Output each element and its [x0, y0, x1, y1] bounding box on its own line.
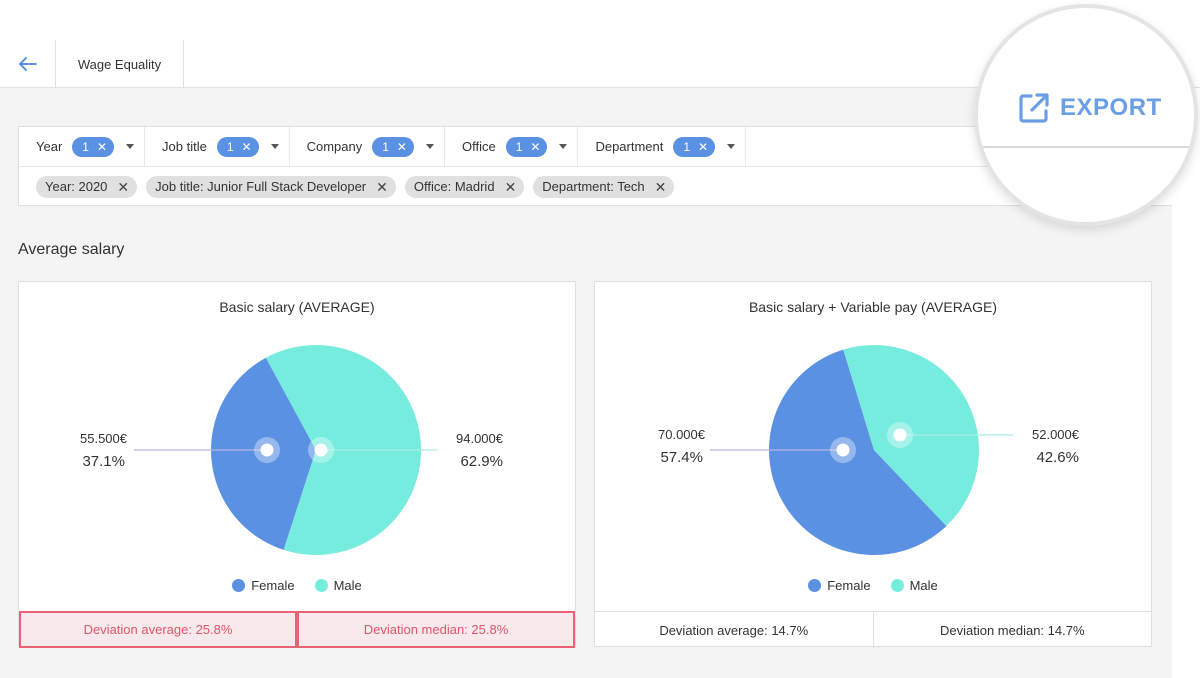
- chevron-down-icon[interactable]: [425, 144, 434, 149]
- deviation-average: Deviation average: 14.7%: [659, 622, 809, 638]
- marker-dot-female[interactable]: [836, 443, 850, 457]
- deviation-average: Deviation average: 25.8%: [19, 611, 297, 648]
- filter-chip: Department: Tech ✕: [533, 175, 675, 198]
- active-filter-chips: Year: 2020 ✕ Job title: Junior Full Stack…: [19, 167, 1172, 206]
- filter-count: 1: [82, 139, 89, 154]
- close-icon[interactable]: ✕: [96, 139, 108, 154]
- legend-dot: [314, 579, 328, 592]
- filter-chip: Job title: Junior Full Stack Developer ✕: [146, 175, 396, 198]
- chevron-down-icon[interactable]: [126, 144, 135, 149]
- female-percent-label: 37.1%: [82, 453, 125, 470]
- chip-label: Office: Madrid: [413, 179, 495, 194]
- female-percent-label: 57.4%: [660, 449, 703, 466]
- filter-count: 1: [515, 139, 523, 154]
- legend-label: Male: [333, 578, 362, 593]
- marker-dot-male[interactable]: [314, 443, 328, 457]
- export-button[interactable]: EXPORT: [1018, 92, 1162, 124]
- legend-item-male[interactable]: Male: [314, 578, 362, 593]
- filter-chip: Year: 2020 ✕: [36, 175, 138, 198]
- filter-label: Department: [595, 139, 664, 154]
- export-label: EXPORT: [1060, 94, 1162, 121]
- chart-title: Basic salary (AVERAGE): [219, 299, 375, 315]
- arrow-left-icon: [18, 57, 37, 71]
- legend-item-female[interactable]: Female: [808, 578, 871, 593]
- close-icon[interactable]: ✕: [530, 139, 541, 154]
- pie-chart: [710, 345, 1013, 555]
- legend-item-male[interactable]: Male: [890, 578, 938, 593]
- filter-row: Year 1 ✕ Job title 1 ✕ Company 1 ✕ Office 1…: [19, 126, 1172, 167]
- chip-label: Job title: Junior Full Stack Developer: [155, 179, 367, 194]
- filter-label: Office: [461, 139, 496, 154]
- close-icon[interactable]: ✕: [504, 178, 517, 195]
- close-icon[interactable]: ✕: [396, 139, 407, 154]
- filter-count: 1: [683, 139, 691, 154]
- filter-count-badge[interactable]: 1 ✕: [216, 136, 259, 157]
- close-icon[interactable]: ✕: [376, 178, 388, 195]
- close-icon[interactable]: ✕: [654, 178, 667, 195]
- tab-wage-equality[interactable]: Wage Equality: [56, 40, 184, 88]
- legend-dot: [890, 579, 904, 592]
- female-amount-label: 55.500€: [80, 431, 127, 446]
- filter-count-badge[interactable]: 1 ✕: [372, 136, 414, 157]
- section-title: Average salary: [18, 241, 125, 258]
- close-icon[interactable]: ✕: [117, 178, 130, 195]
- filter-count-badge[interactable]: 1 ✕: [505, 136, 548, 157]
- filter-label: Job title: [162, 139, 207, 154]
- export-magnifier: EXPORT: [974, 4, 1198, 226]
- filter-label: Year: [36, 139, 63, 154]
- filter-job-title[interactable]: Job title 1 ✕: [145, 126, 290, 167]
- marker-dot-female[interactable]: [260, 443, 274, 457]
- male-percent-label: 42.6%: [1036, 449, 1079, 466]
- filter-chip: Office: Madrid ✕: [404, 175, 525, 198]
- close-icon[interactable]: ✕: [698, 139, 709, 154]
- chart-legend: Female Male: [595, 578, 1151, 593]
- chevron-down-icon[interactable]: [270, 144, 279, 149]
- female-amount-label: 70.000€: [658, 427, 705, 442]
- deviation-row: Deviation average: 25.8% Deviation media…: [19, 611, 575, 648]
- marker-dot-male[interactable]: [893, 428, 907, 442]
- right-panel: [1172, 88, 1200, 678]
- filter-office[interactable]: Office 1 ✕: [445, 126, 579, 167]
- male-amount-label: 94.000€: [456, 431, 503, 446]
- male-percent-label: 62.9%: [460, 453, 503, 470]
- deviation-row: Deviation average: 14.7% Deviation media…: [595, 611, 1151, 648]
- divider: [978, 146, 1194, 148]
- filter-label: Company: [306, 139, 363, 154]
- chip-label: Year: 2020: [45, 179, 108, 194]
- close-icon[interactable]: ✕: [241, 139, 252, 154]
- external-link-icon: [1019, 93, 1049, 123]
- legend-item-female[interactable]: Female: [232, 578, 295, 593]
- filter-count-badge[interactable]: 1 ✕: [72, 136, 115, 157]
- chart-legend: Female Male: [19, 578, 575, 593]
- back-button[interactable]: [0, 40, 56, 88]
- filter-company[interactable]: Company 1 ✕: [290, 126, 445, 167]
- pie-chart: [134, 345, 437, 555]
- legend-label: Female: [827, 578, 871, 593]
- legend-dot: [232, 579, 246, 592]
- filter-count-badge[interactable]: 1 ✕: [673, 136, 716, 157]
- legend-dot: [808, 579, 822, 592]
- filter-department[interactable]: Department 1 ✕: [578, 126, 747, 167]
- legend-label: Female: [251, 578, 295, 593]
- male-amount-label: 52.000€: [1032, 427, 1079, 442]
- filter-count: 1: [382, 139, 389, 154]
- pie-slice-female[interactable]: [769, 349, 947, 555]
- chip-label: Department: Tech: [542, 179, 645, 194]
- chart-title: Basic salary + Variable pay (AVERAGE): [748, 299, 998, 315]
- chevron-down-icon[interactable]: [727, 144, 736, 149]
- legend-label: Male: [909, 578, 938, 593]
- chart-card-basic-salary: Basic salary (AVERAGE) 55.500€ 37.1% 94.…: [18, 281, 576, 648]
- deviation-median: Deviation median: 25.8%: [297, 611, 575, 648]
- chevron-down-icon[interactable]: [559, 144, 568, 149]
- chart-card-basic-variable-salary: Basic salary + Variable pay (AVERAGE) 70…: [594, 281, 1152, 648]
- filter-year[interactable]: Year 1 ✕: [19, 126, 146, 167]
- filter-count: 1: [226, 139, 234, 154]
- deviation-median: Deviation median: 14.7%: [872, 612, 1152, 648]
